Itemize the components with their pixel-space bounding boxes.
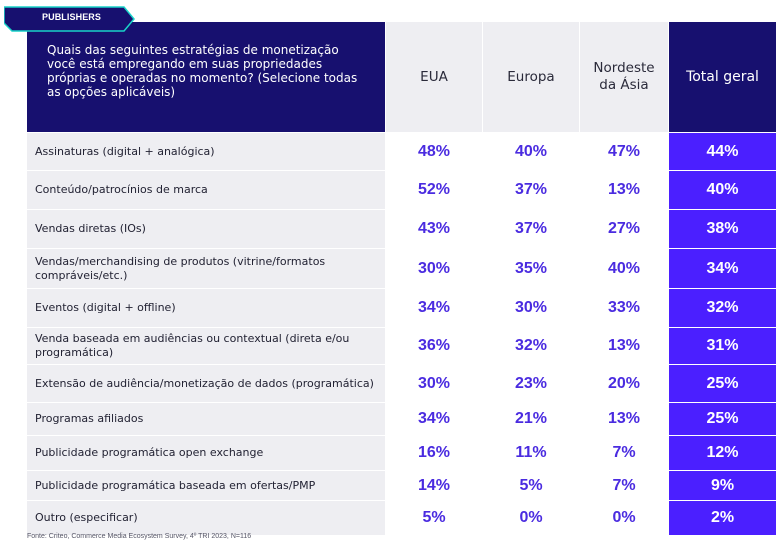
row-divider: [27, 402, 776, 403]
value-cell: 13%: [607, 181, 641, 198]
row-label: Assinaturas (digital + analógica): [27, 133, 385, 170]
row-label: Extensão de audiência/monetização de dad…: [27, 365, 385, 402]
total-value-cell: 12%: [669, 436, 776, 470]
value-cell: 0%: [519, 509, 543, 526]
table-row: Outro (especificar) 5% 0% 0% 2%: [27, 501, 776, 535]
row-divider: [27, 327, 776, 328]
value-cell: 21%: [514, 410, 548, 427]
value-cell: 30%: [417, 259, 451, 277]
question-header: Quais das seguintes estratégias de monet…: [27, 22, 385, 132]
row-label: Outro (especificar): [27, 501, 385, 535]
total-value-cell: 44%: [669, 133, 776, 170]
value-cell: 34%: [417, 410, 451, 427]
value-cell: 36%: [417, 337, 451, 354]
value-cell: 14%: [417, 476, 451, 494]
value-cell: 32%: [514, 337, 548, 354]
table-row: Vendas diretas (IOs) 43% 37% 27% 38%: [27, 210, 776, 248]
value-cell: 37%: [514, 181, 548, 198]
value-cell: 7%: [612, 444, 636, 461]
value-cell: 11%: [515, 444, 547, 461]
source-footnote: Fonte: Criteo, Commerce Media Ecosystem …: [27, 533, 252, 540]
table-row: Extensão de audiência/monetização de dad…: [27, 365, 776, 402]
value-cell: 43%: [417, 220, 451, 237]
column-header-total-geral: Total geral: [669, 22, 776, 132]
value-cell: 20%: [607, 374, 641, 392]
total-value-cell: 34%: [669, 249, 776, 288]
value-cell: 0%: [612, 509, 636, 526]
total-value-cell: 25%: [669, 365, 776, 402]
column-header-europa: Europa: [483, 22, 579, 132]
total-value-cell: 38%: [669, 210, 776, 248]
value-cell: 13%: [607, 337, 641, 354]
total-value-cell: 25%: [669, 403, 776, 435]
value-cell: 35%: [514, 259, 548, 277]
value-cell: 5%: [519, 476, 543, 494]
row-label: Vendas diretas (IOs): [27, 210, 385, 248]
row-label: Publicidade programática open exchange: [27, 436, 385, 470]
row-label: Programas afiliados: [27, 403, 385, 435]
value-cell: 27%: [607, 220, 641, 237]
row-divider: [27, 470, 776, 471]
table-row: Assinaturas (digital + analógica) 48% 40% 4…: [27, 133, 776, 170]
value-cell: 33%: [607, 299, 641, 316]
row-divider: [27, 500, 776, 501]
row-divider: [27, 364, 776, 365]
column-header-nordeste-asia: Nordeste da Ásia: [580, 22, 668, 132]
row-divider: [27, 209, 776, 210]
value-cell: 40%: [607, 259, 641, 277]
value-cell: 23%: [514, 374, 548, 392]
tag-label: PUBLISHERS: [42, 12, 102, 22]
value-cell: 40%: [514, 142, 548, 160]
total-value-cell: 40%: [669, 171, 776, 209]
table-row: Publicidade programática open exchange 16…: [27, 436, 776, 470]
value-cell: 30%: [417, 374, 451, 392]
row-divider: [27, 248, 776, 249]
row-label: Vendas/merchandising de produtos (vitrin…: [27, 249, 385, 288]
value-cell: 52%: [417, 181, 451, 198]
table-row: Vendas/merchandising de produtos (vitrin…: [27, 249, 776, 288]
row-divider: [27, 435, 776, 436]
value-cell: 16%: [417, 444, 451, 461]
value-cell: 30%: [514, 299, 548, 316]
row-divider: [27, 288, 776, 289]
row-label: Publicidade programática baseada em ofer…: [27, 471, 385, 500]
column-header-eua: EUA: [386, 22, 482, 132]
row-label: Venda baseada em audiências ou contextua…: [27, 328, 385, 364]
total-value-cell: 32%: [669, 289, 776, 327]
value-cell: 48%: [417, 142, 451, 160]
row-label: Eventos (digital + offline): [27, 289, 385, 327]
value-cell: 7%: [612, 476, 636, 494]
value-cell: 47%: [607, 142, 641, 160]
total-value-cell: 2%: [669, 501, 776, 535]
table-row: Conteúdo/patrocínios de marca 52% 37% 13% 40…: [27, 171, 776, 209]
table-row: Programas afiliados 34% 21% 13% 25%: [27, 403, 776, 435]
table-row: Venda baseada em audiências ou contextua…: [27, 328, 776, 364]
results-table: Quais das seguintes estratégias de monet…: [27, 22, 776, 535]
publishers-tag: PUBLISHERS: [4, 6, 135, 32]
tag-shape: [4, 6, 135, 32]
total-value-cell: 31%: [669, 328, 776, 364]
value-cell: 5%: [422, 509, 446, 526]
table-row: Publicidade programática baseada em ofer…: [27, 471, 776, 500]
value-cell: 37%: [514, 220, 548, 237]
row-divider: [27, 170, 776, 171]
value-cell: 34%: [417, 299, 451, 316]
value-cell: 13%: [607, 410, 641, 427]
table-row: Eventos (digital + offline) 34% 30% 33% 32%: [27, 289, 776, 327]
total-value-cell: 9%: [669, 471, 776, 500]
row-label: Conteúdo/patrocínios de marca: [27, 171, 385, 209]
